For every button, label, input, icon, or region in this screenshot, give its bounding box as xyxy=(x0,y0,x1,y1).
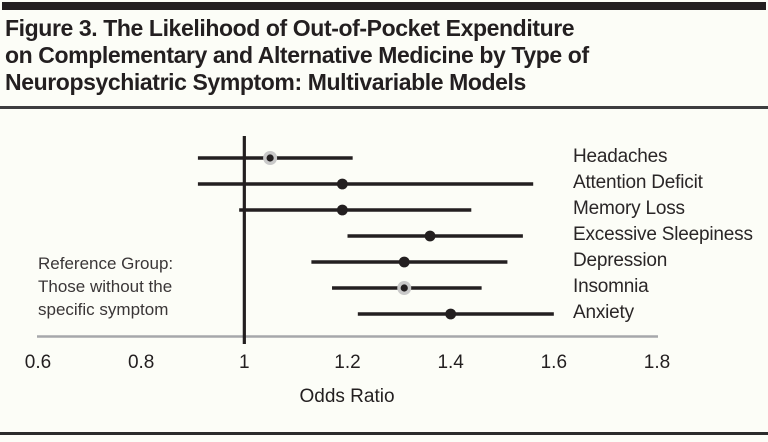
figure-title: Figure 3. The Likelihood of Out-of-Pocke… xyxy=(5,15,589,96)
point-estimate-memory-loss xyxy=(336,204,348,216)
reference-note-line-2: Those without the xyxy=(38,277,173,296)
reference-group-note: Reference Group: Those without the speci… xyxy=(38,252,173,321)
figure-title-line-2: on Complementary and Alternative Medicin… xyxy=(5,42,589,68)
x-tick-label-0.8: 0.8 xyxy=(127,352,155,373)
category-label-depression: Depression xyxy=(573,250,668,271)
figure-title-line-1: Figure 3. The Likelihood of Out-of-Pocke… xyxy=(5,15,575,41)
point-estimate-anxiety xyxy=(445,308,457,320)
top-border-bar xyxy=(2,2,766,10)
x-tick-label-1.6: 1.6 xyxy=(540,352,568,373)
bottom-border-bar xyxy=(0,432,768,435)
x-tick-label-1.2: 1.2 xyxy=(334,352,361,373)
category-label-anxiety: Anxiety xyxy=(573,302,634,323)
point-estimate-depression xyxy=(398,256,410,268)
category-label-excessive-sleepiness: Excessive Sleepiness xyxy=(573,224,753,245)
figure-title-line-3: Neuropsychiatric Symptom: Multivariable … xyxy=(5,69,526,95)
x-tick-label-1.8: 1.8 xyxy=(643,352,671,373)
point-estimate-attention-deficit xyxy=(336,178,348,190)
category-label-insomnia: Insomnia xyxy=(573,276,649,297)
point-estimate-headaches xyxy=(266,154,274,162)
x-tick-label-1.4: 1.4 xyxy=(437,352,464,373)
reference-note-line-3: specific symptom xyxy=(38,300,169,319)
category-label-attention-deficit: Attention Deficit xyxy=(573,172,703,193)
title-underline-rule xyxy=(0,106,768,109)
x-tick-label-0.6: 0.6 xyxy=(24,352,52,373)
point-estimate-insomnia xyxy=(400,284,408,292)
x-axis-title: Odds Ratio xyxy=(299,386,395,407)
x-tick-label-1: 1 xyxy=(239,352,250,373)
point-estimate-excessive-sleepiness xyxy=(424,230,436,242)
category-label-memory-loss: Memory Loss xyxy=(573,198,685,219)
reference-note-line-1: Reference Group: xyxy=(38,254,174,273)
category-label-headaches: Headaches xyxy=(573,146,668,167)
